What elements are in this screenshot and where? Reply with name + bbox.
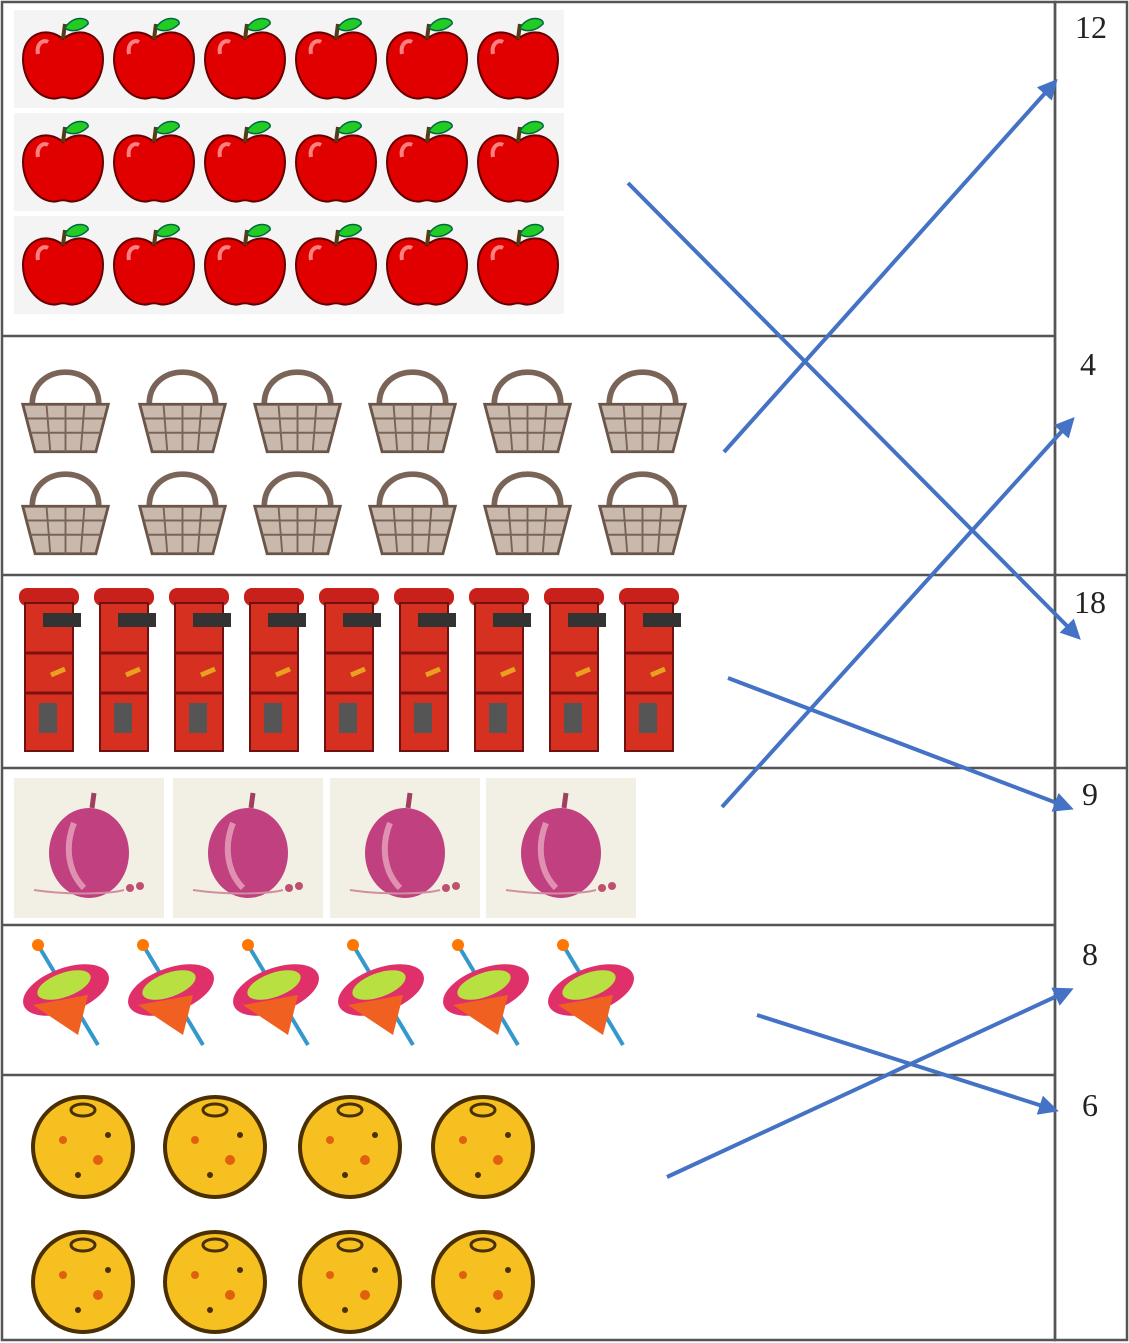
postbox <box>244 588 306 751</box>
postbox <box>544 588 606 751</box>
picture-rows <box>14 10 686 1334</box>
onion <box>330 778 480 918</box>
orange <box>31 1230 135 1334</box>
postbox <box>619 588 681 751</box>
number: 12 <box>1075 9 1107 45</box>
arrow <box>626 181 1081 640</box>
basket <box>370 474 456 554</box>
basket <box>140 372 226 452</box>
apple-strip <box>14 216 564 314</box>
basket <box>255 474 341 554</box>
orange <box>431 1095 535 1199</box>
orange <box>163 1230 267 1334</box>
basket <box>485 474 571 554</box>
orange <box>298 1095 402 1199</box>
basket <box>23 474 109 554</box>
apple-strip <box>14 10 564 108</box>
orange <box>431 1230 535 1334</box>
basket <box>370 372 456 452</box>
onion <box>14 778 164 918</box>
basket <box>255 372 341 452</box>
apple-strip <box>14 113 564 211</box>
postbox <box>19 588 81 751</box>
number: 18 <box>1074 584 1106 620</box>
basket <box>140 474 226 554</box>
top <box>18 937 118 1047</box>
onion <box>173 778 323 918</box>
postbox <box>319 588 381 751</box>
postbox <box>169 588 231 751</box>
number: 8 <box>1082 936 1098 972</box>
top <box>228 937 328 1047</box>
postbox <box>469 588 531 751</box>
arrow <box>727 676 1074 812</box>
basket <box>23 372 109 452</box>
top <box>438 937 538 1047</box>
postbox <box>94 588 156 751</box>
onion <box>486 778 636 918</box>
right-column <box>1053 0 1129 1342</box>
orange <box>31 1095 135 1199</box>
arrow <box>666 987 1074 1179</box>
basket <box>485 372 571 452</box>
postbox <box>394 588 456 751</box>
number: 6 <box>1082 1087 1098 1123</box>
arrow <box>722 79 1058 454</box>
orange <box>163 1095 267 1199</box>
top <box>543 937 643 1047</box>
top <box>123 937 223 1047</box>
top <box>333 937 433 1047</box>
number: 4 <box>1080 346 1096 382</box>
arrow <box>756 1013 1059 1115</box>
number: 9 <box>1082 776 1098 812</box>
arrow <box>720 417 1075 809</box>
basket <box>600 474 686 554</box>
basket <box>600 372 686 452</box>
orange <box>298 1230 402 1334</box>
row-dividers <box>2 334 1127 1077</box>
